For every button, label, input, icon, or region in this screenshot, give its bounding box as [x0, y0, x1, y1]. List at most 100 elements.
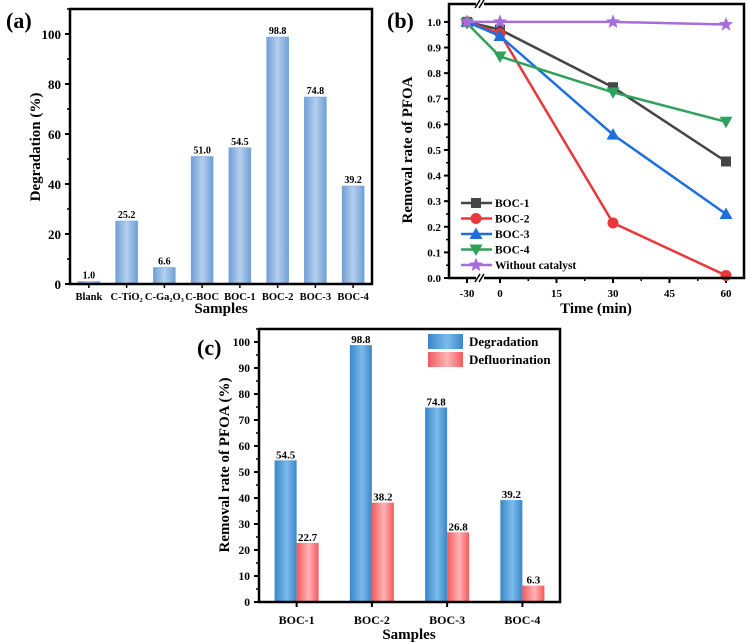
y-tick-label: 80	[239, 389, 251, 401]
x-tick-label: BOC-2	[354, 613, 390, 627]
bar-BOC-1	[228, 147, 252, 285]
y-tick-label: 0.0	[427, 273, 441, 285]
y-tick-label: 0	[244, 597, 250, 609]
y-axis-label: Removal rate of PFOA (%)	[217, 378, 233, 553]
bar-defluorination-BOC-2	[371, 502, 394, 602]
series-without-catalyst	[459, 14, 734, 31]
x-tick-label: -30	[460, 288, 475, 300]
panel-label-c: (c)	[197, 335, 221, 360]
y-tick-label: 0.2	[427, 222, 441, 234]
x-axis: BOC-1 BOC-2 BOC-3 BOC-4	[279, 602, 540, 627]
y-tick-label: 0	[55, 277, 62, 292]
data-point	[606, 128, 620, 140]
bar-degradation-BOC-1	[274, 460, 297, 602]
data-point	[607, 217, 619, 229]
series-line	[467, 20, 727, 26]
data-point	[718, 17, 734, 31]
axis-break-icon	[474, 0, 485, 283]
legend-item: BOC-1	[461, 198, 530, 210]
bar-series: 54.5 22.7 98.8 38.2 74.8 26.8 39.2 6.3	[274, 334, 545, 602]
bar-BOC-4	[341, 185, 365, 285]
y-axis: 0 20 40 60 80 100	[42, 8, 70, 292]
legend-swatch	[428, 334, 463, 349]
data-label: 39.2	[344, 175, 362, 186]
bar-defluorination-BOC-4	[522, 585, 545, 602]
data-label: 74.8	[427, 397, 447, 409]
legend-marker	[469, 244, 483, 256]
y-tick-label: 70	[239, 415, 251, 427]
bar-BOC-3	[304, 96, 327, 285]
series-line	[466, 20, 727, 216]
bar-defluorination-BOC-1	[296, 542, 319, 602]
data-point	[606, 87, 620, 99]
data-label: 38.2	[373, 492, 393, 504]
data-label: 1.0	[83, 271, 96, 282]
series-line	[466, 22, 727, 124]
x-tick-label: BOC-1	[224, 292, 256, 303]
legend-marker	[468, 257, 484, 272]
legend-item: BOC-2	[461, 213, 530, 226]
y-tick-label: 60	[239, 441, 251, 453]
y-tick-label: 80	[48, 77, 61, 92]
x-tick-label: 15	[551, 288, 563, 300]
y-tick-label: 40	[239, 493, 251, 505]
data-label: 54.5	[231, 137, 249, 148]
y-tick-label: 0.7	[427, 94, 441, 106]
data-label: 39.2	[502, 489, 522, 501]
y-tick-label: 0.8	[427, 68, 441, 80]
y-tick-label: 100	[42, 27, 62, 42]
y-tick-label: 40	[48, 177, 61, 192]
line-series	[459, 14, 734, 281]
panel-label-a: (a)	[6, 8, 32, 33]
y-axis-label: Degradation (%)	[28, 93, 44, 202]
y-tick-label: 20	[239, 545, 251, 557]
x-tick-label: C-TiO₂	[111, 292, 143, 303]
legend-marker	[471, 198, 481, 208]
data-point	[720, 269, 732, 281]
data-label: 74.8	[307, 86, 325, 97]
bar-degradation-BOC-3	[425, 407, 448, 602]
data-point	[719, 207, 733, 219]
x-tick-label: BOC-4	[504, 613, 540, 627]
legend-marker	[469, 227, 483, 239]
y-tick-label: 0.9	[427, 43, 441, 55]
y-tick-label: 100	[233, 337, 251, 349]
data-point	[493, 51, 507, 63]
y-axis-label: Removal rate of PFOA	[400, 76, 416, 223]
data-label: 25.2	[118, 210, 136, 221]
data-point	[608, 82, 618, 93]
legend-label: BOC-4	[495, 245, 530, 257]
x-tick-label: BOC-3	[429, 613, 465, 627]
x-axis-label: Samples	[382, 627, 436, 642]
legend-item: Without catalyst	[461, 257, 576, 272]
data-point	[493, 29, 507, 42]
bar-C-Ga2O3	[153, 267, 176, 285]
legend-label: BOC-1	[495, 198, 530, 210]
bar-BOC-2	[266, 36, 289, 285]
legend-item: BOC-4	[461, 244, 530, 257]
data-label: 98.8	[351, 334, 371, 346]
panel-label-b: (b)	[387, 8, 414, 33]
y-tick-label: 30	[239, 519, 251, 531]
legend-marker	[470, 213, 482, 224]
y-tick-label: 20	[48, 227, 61, 242]
data-label: 98.8	[269, 26, 287, 37]
x-axis-label: Samples	[194, 301, 248, 317]
y-tick-label: 10	[239, 571, 251, 583]
y-tick-label: 60	[48, 127, 61, 142]
data-point	[605, 14, 621, 28]
bar-C-TiO2	[115, 220, 138, 285]
legend-label: Defluorination	[469, 352, 551, 367]
x-tick-label: BOC-4	[337, 292, 369, 303]
x-axis: -30 0 15 30 45 60	[460, 278, 732, 300]
series-boc-3	[460, 15, 733, 219]
series-line	[466, 20, 727, 163]
plot-frame	[257, 327, 562, 604]
y-tick-label: 0.4	[427, 171, 441, 183]
x-tick-label: 0	[497, 288, 503, 300]
bar-defluorination-BOC-3	[447, 532, 470, 602]
x-tick-label: 45	[664, 288, 676, 300]
x-tick-label: C-Ga₂O₃	[145, 292, 184, 303]
data-label: 54.5	[276, 449, 296, 461]
